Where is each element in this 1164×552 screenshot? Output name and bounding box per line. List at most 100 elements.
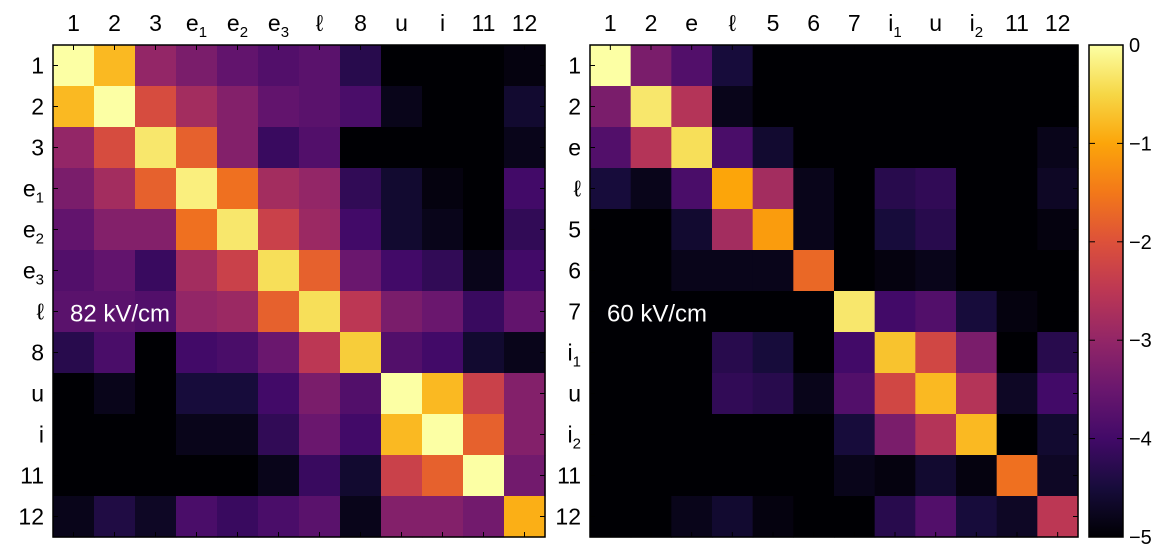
heatmap-cell xyxy=(94,496,136,538)
heatmap-cell xyxy=(915,291,957,333)
heatmap-cell xyxy=(299,373,341,415)
y-tick-label: i1 xyxy=(568,340,581,371)
heatmap-cell xyxy=(53,414,95,456)
heatmap-cell xyxy=(956,455,998,497)
heatmap-cell xyxy=(381,455,423,497)
heatmap-cell xyxy=(381,250,423,292)
heatmap-cell xyxy=(712,209,754,251)
heatmap-cell xyxy=(463,45,505,87)
heatmap-cell xyxy=(590,291,632,333)
heatmap-cell xyxy=(299,250,341,292)
colorbar-tick-label: −4 xyxy=(1129,429,1152,451)
heatmap-cell xyxy=(1037,496,1079,538)
heatmap-cell xyxy=(793,373,835,415)
x-tick-label: i xyxy=(440,10,445,36)
y-tick-label: u xyxy=(31,381,44,407)
heatmap-cell xyxy=(590,496,632,538)
heatmap-cell xyxy=(1037,168,1079,210)
heatmap-cell xyxy=(504,86,546,128)
y-tick-label: e2 xyxy=(23,217,44,248)
heatmap-cell xyxy=(712,291,754,333)
heatmap-cell xyxy=(712,332,754,374)
y-tick-label: 7 xyxy=(568,299,581,325)
heatmap-cell xyxy=(176,414,218,456)
heatmap-cell xyxy=(1037,373,1079,415)
heatmap-cell xyxy=(135,373,177,415)
heatmap-cell xyxy=(422,250,464,292)
heatmap-cell xyxy=(630,496,672,538)
heatmap-cell xyxy=(340,414,382,456)
y-tick-label: 2 xyxy=(31,94,44,120)
heatmap-cell xyxy=(422,496,464,538)
heatmap-cell xyxy=(422,168,464,210)
heatmap-cell xyxy=(915,414,957,456)
heatmap-cell xyxy=(915,496,957,538)
y-tick-label: 11 xyxy=(20,463,44,489)
heatmap-cell xyxy=(752,168,794,210)
heatmap-cell xyxy=(135,86,177,128)
heatmap-cell xyxy=(590,168,632,210)
heatmap-cell xyxy=(630,209,672,251)
heatmap-cell xyxy=(752,291,794,333)
heatmap-cell xyxy=(834,496,876,538)
heatmap-cell xyxy=(956,496,998,538)
heatmap-cell xyxy=(217,168,259,210)
heatmap-cell xyxy=(340,455,382,497)
heatmap-cell xyxy=(258,332,300,374)
heatmap-cell xyxy=(712,168,754,210)
heatmap-cell xyxy=(590,332,632,374)
heatmap-cell xyxy=(1037,209,1079,251)
heatmap-cell xyxy=(996,209,1038,251)
x-tick-label: 12 xyxy=(1045,10,1071,36)
heatmap-cell xyxy=(381,414,423,456)
heatmap-cell xyxy=(793,291,835,333)
heatmap-cell xyxy=(834,332,876,374)
heatmap-cell xyxy=(915,455,957,497)
heatmap-cell xyxy=(381,168,423,210)
heatmap-cell xyxy=(422,209,464,251)
heatmap-cell xyxy=(996,127,1038,169)
heatmap-cell xyxy=(590,45,632,87)
heatmap-cell xyxy=(53,250,95,292)
x-tick-label: i2 xyxy=(970,10,983,41)
heatmap-cell xyxy=(94,45,136,87)
heatmap-cell xyxy=(299,291,341,333)
heatmap-cell xyxy=(630,455,672,497)
heatmap-cell xyxy=(53,496,95,538)
heatmap-cell xyxy=(793,332,835,374)
heatmap-cell xyxy=(504,496,546,538)
heatmap-cell xyxy=(94,168,136,210)
x-tick-label: e2 xyxy=(227,10,248,41)
heatmap-cell xyxy=(381,332,423,374)
heatmap-cell xyxy=(874,373,916,415)
heatmap-cell xyxy=(463,127,505,169)
colorbar: 0 −1 −2 −3 −4 −5 xyxy=(1088,35,1152,549)
y-tick-label: u xyxy=(568,381,581,407)
x-tick-label: u xyxy=(929,10,942,36)
heatmap-cell xyxy=(590,209,632,251)
heatmap-cell xyxy=(217,291,259,333)
heatmap-cell xyxy=(340,291,382,333)
heatmap-cell xyxy=(504,250,546,292)
heatmap-cell xyxy=(793,168,835,210)
heatmap-cell xyxy=(94,86,136,128)
heatmap-cell xyxy=(340,250,382,292)
heatmap-cell xyxy=(135,127,177,169)
heatmap-cell xyxy=(176,455,218,497)
heatmap-cell xyxy=(217,209,259,251)
heatmap-cell xyxy=(340,496,382,538)
heatmap-cell xyxy=(874,168,916,210)
heatmap-cell xyxy=(381,209,423,251)
heatmap-cell xyxy=(671,373,713,415)
colorbar-tick-label: −1 xyxy=(1129,133,1152,155)
heatmap-cell xyxy=(94,455,136,497)
heatmap-cell xyxy=(793,496,835,538)
plot-frame xyxy=(589,44,1079,538)
heatmap-cell xyxy=(299,168,341,210)
heatmap-cell xyxy=(258,127,300,169)
heatmap-cell xyxy=(956,291,998,333)
heatmap-cell xyxy=(671,414,713,456)
y-tick-label: ℓ xyxy=(574,176,582,202)
heatmap-cell xyxy=(422,86,464,128)
heatmap-cell xyxy=(671,332,713,374)
